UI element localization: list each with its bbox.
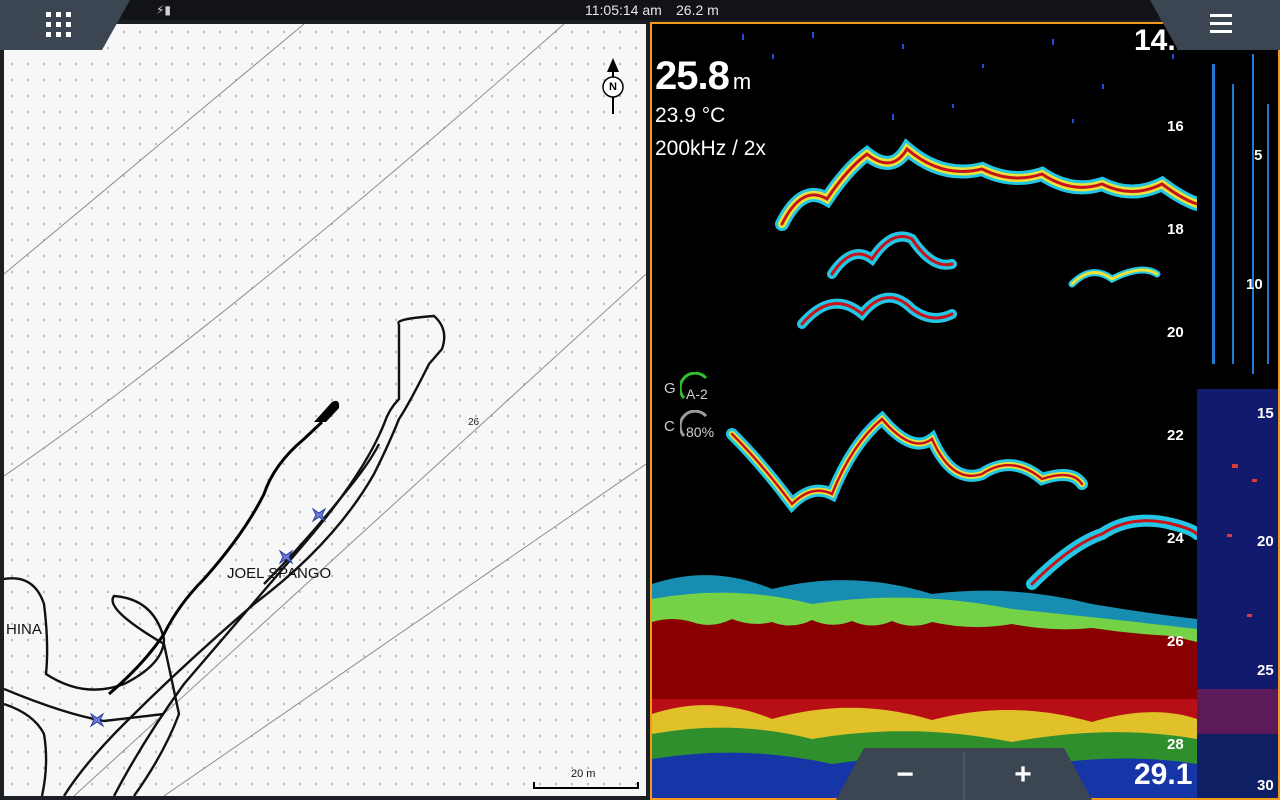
depth-value: 25.8 <box>655 54 730 98</box>
signal-icon: ⚡▮ <box>156 3 172 17</box>
depth-tick: 22 <box>1167 427 1184 444</box>
navigation-chart[interactable]: JOEL SPANGO HINA 26 20 m N <box>4 24 646 796</box>
strip-tick: 15 <box>1257 405 1274 422</box>
waypoint-icon <box>278 549 294 565</box>
depth-tick: 16 <box>1167 118 1184 135</box>
waypoint-icon <box>311 507 327 523</box>
frequency-readout: 200kHz / 2x <box>655 137 766 160</box>
depth-sounding: 26 <box>468 417 480 428</box>
hamburger-icon <box>1210 14 1232 33</box>
status-depth: 26.2 m <box>676 2 719 18</box>
strip-tick: 25 <box>1257 662 1274 679</box>
color-letter: C <box>664 418 675 435</box>
scale-bar-label: 20 m <box>571 768 596 780</box>
chart-graphics <box>4 24 646 796</box>
depth-unit: m <box>732 69 751 94</box>
zoom-bar <box>836 748 1092 800</box>
north-label: N <box>609 81 617 93</box>
zoom-in-button[interactable]: + <box>1014 758 1032 791</box>
range-bottom: 29.1 <box>1134 758 1193 791</box>
grid-icon <box>46 12 71 37</box>
apps-button[interactable] <box>0 0 130 50</box>
color-value: 80% <box>686 424 715 440</box>
north-arrow-icon <box>602 58 624 114</box>
status-bar: ⚡▮ 11:05:14 am 26.2 m <box>0 0 1280 20</box>
depth-tick: 28 <box>1167 736 1184 753</box>
zoom-out-button[interactable]: − <box>896 758 914 791</box>
depth-tick: 26 <box>1167 633 1184 650</box>
depth-tick: 20 <box>1167 324 1184 341</box>
strip-tick: 20 <box>1257 533 1274 550</box>
gain-dial-icon <box>680 372 708 400</box>
gain-gauge[interactable]: G A-2 <box>664 372 734 404</box>
depth-tick: 24 <box>1167 530 1184 547</box>
strip-tick: 10 <box>1246 276 1263 293</box>
strip-tick: 30 <box>1257 777 1274 794</box>
depth-tick: 18 <box>1167 221 1184 238</box>
vessel-icon <box>314 400 340 422</box>
strip-tick: 5 <box>1254 147 1263 164</box>
depth-readout: 25.8 m <box>655 54 751 99</box>
color-gauge[interactable]: C 80% <box>664 410 734 442</box>
temperature-readout: 23.9 °C <box>655 104 726 127</box>
clock: 11:05:14 am <box>585 2 662 18</box>
color-dial-icon <box>680 410 708 438</box>
place-label: JOEL SPANGO <box>227 565 332 582</box>
sonar-panel[interactable]: 25.8 m 23.9 °C 200kHz / 2x G A-2 C 80% 16… <box>650 22 1280 800</box>
gain-letter: G <box>664 380 676 397</box>
place-label: HINA <box>6 621 42 638</box>
waypoint-icon <box>89 712 105 728</box>
menu-button[interactable] <box>1150 0 1280 50</box>
gain-value: A-2 <box>686 386 708 402</box>
